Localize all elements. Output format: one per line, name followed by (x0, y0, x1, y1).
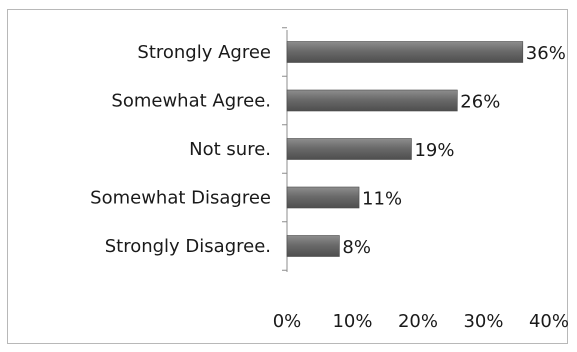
x-tick-label: 20% (398, 311, 438, 332)
bar-1 (286, 89, 458, 112)
x-tick-label: 10% (332, 311, 372, 332)
value-label: 26% (460, 92, 500, 113)
bar-0 (286, 41, 524, 63)
category-label: Not sure. (189, 139, 271, 160)
value-label: 8% (342, 237, 371, 258)
bar-3 (286, 186, 360, 209)
bar-2 (286, 138, 412, 160)
x-tick-label: 40% (529, 311, 569, 332)
value-label: 19% (414, 140, 454, 161)
value-label: 11% (362, 189, 402, 210)
x-tick-label: 30% (463, 311, 503, 332)
category-label: Somewhat Agree. (111, 91, 271, 112)
x-tick-label: 0% (273, 311, 302, 332)
category-label: Strongly Disagree. (105, 236, 271, 257)
category-label: Somewhat Disagree (90, 188, 271, 209)
category-label: Strongly Agree (137, 42, 271, 63)
bar-4 (286, 235, 340, 257)
value-label: 36% (526, 43, 566, 64)
